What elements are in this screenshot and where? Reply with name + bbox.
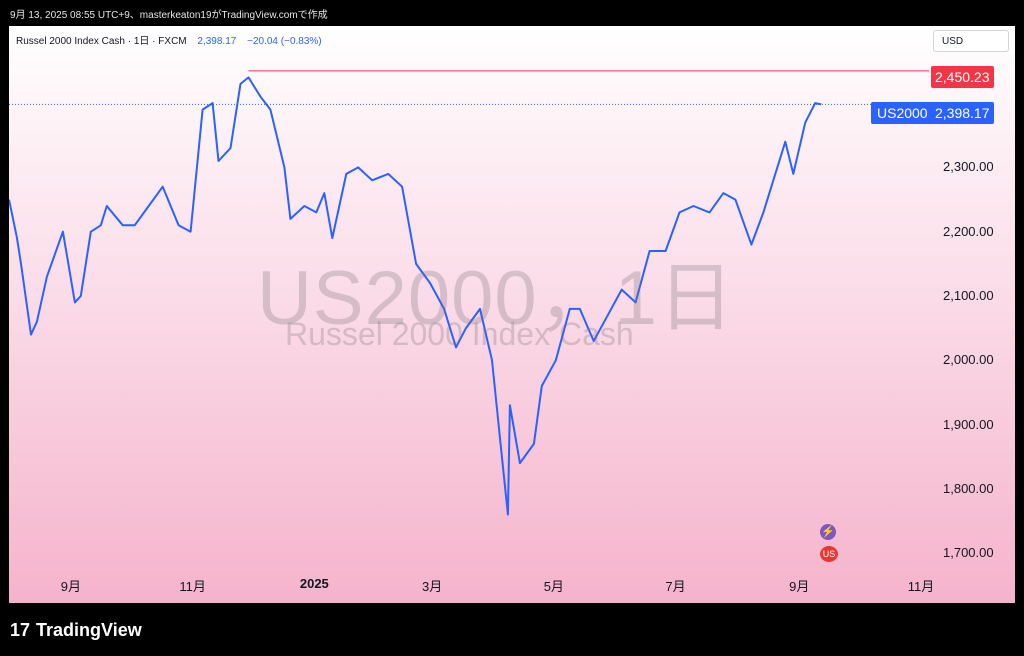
brand-label: TradingView bbox=[36, 620, 142, 640]
price-series-line[interactable] bbox=[9, 76, 822, 516]
tradingview-logo[interactable]: 17 TradingView bbox=[10, 620, 142, 641]
x-tick-label: 5月 bbox=[543, 579, 564, 594]
x-tick-label: 11月 bbox=[907, 579, 935, 594]
currency-button[interactable]: USD bbox=[933, 30, 1009, 52]
instrument-title: Russel 2000 Index Cash · 1日 · FXCM bbox=[16, 36, 187, 47]
lightning-icon[interactable]: ⚡ bbox=[820, 524, 836, 540]
last-price-tag: 2,398.17 bbox=[931, 102, 994, 124]
tv-logo-icon: 17 bbox=[10, 620, 31, 640]
y-tick-label: 2,200.00 bbox=[943, 223, 994, 239]
symbol-watermark: US2000，1日 bbox=[257, 256, 735, 341]
x-tick-label: 3月 bbox=[421, 579, 443, 594]
y-tick-label: 1,700.00 bbox=[943, 545, 994, 561]
y-tick-label: 1,800.00 bbox=[943, 480, 994, 496]
last-price: 2,398.17 bbox=[197, 36, 237, 47]
high-price-tag: 2,450.23 bbox=[931, 66, 994, 88]
chart-credit: 9月 13, 2025 08:55 UTC+9、masterkeaton19がT… bbox=[10, 10, 328, 21]
x-tick-label: 9月 bbox=[60, 579, 81, 594]
us-flag-icon[interactable]: US bbox=[820, 546, 838, 562]
y-tick-label: 2,000.00 bbox=[943, 352, 994, 368]
x-tick-label: 9月 bbox=[789, 579, 810, 594]
y-tick-label: 2,300.00 bbox=[943, 159, 994, 175]
y-tick-label: 2,100.00 bbox=[943, 288, 994, 303]
price-chart[interactable] bbox=[9, 26, 1015, 603]
x-tick-label: 7月 bbox=[665, 579, 686, 594]
y-tick-label: 1,900.00 bbox=[943, 416, 994, 432]
chart-frame[interactable]: US2000，1日 Russel 2000 Index Cash Russel … bbox=[9, 26, 1015, 603]
name-watermark: Russel 2000 Index Cash bbox=[285, 316, 634, 352]
x-tick-label: 2025 bbox=[299, 576, 329, 591]
x-tick-label: 11月 bbox=[179, 579, 206, 594]
symbol-tag: US2000 bbox=[871, 102, 934, 124]
price-change: −20.04 (−0.83%) bbox=[247, 36, 322, 47]
chart-background bbox=[9, 26, 1015, 603]
chart-header: Russel 2000 Index Cash · 1日 · FXCM 2,398… bbox=[16, 32, 322, 47]
